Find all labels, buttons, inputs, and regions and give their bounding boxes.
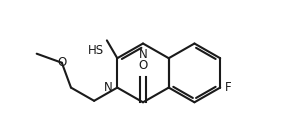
Text: O: O — [57, 56, 66, 69]
Text: HS: HS — [88, 44, 104, 57]
Text: F: F — [225, 81, 232, 94]
Text: O: O — [138, 59, 148, 72]
Text: N: N — [104, 81, 112, 94]
Text: N: N — [139, 48, 147, 61]
